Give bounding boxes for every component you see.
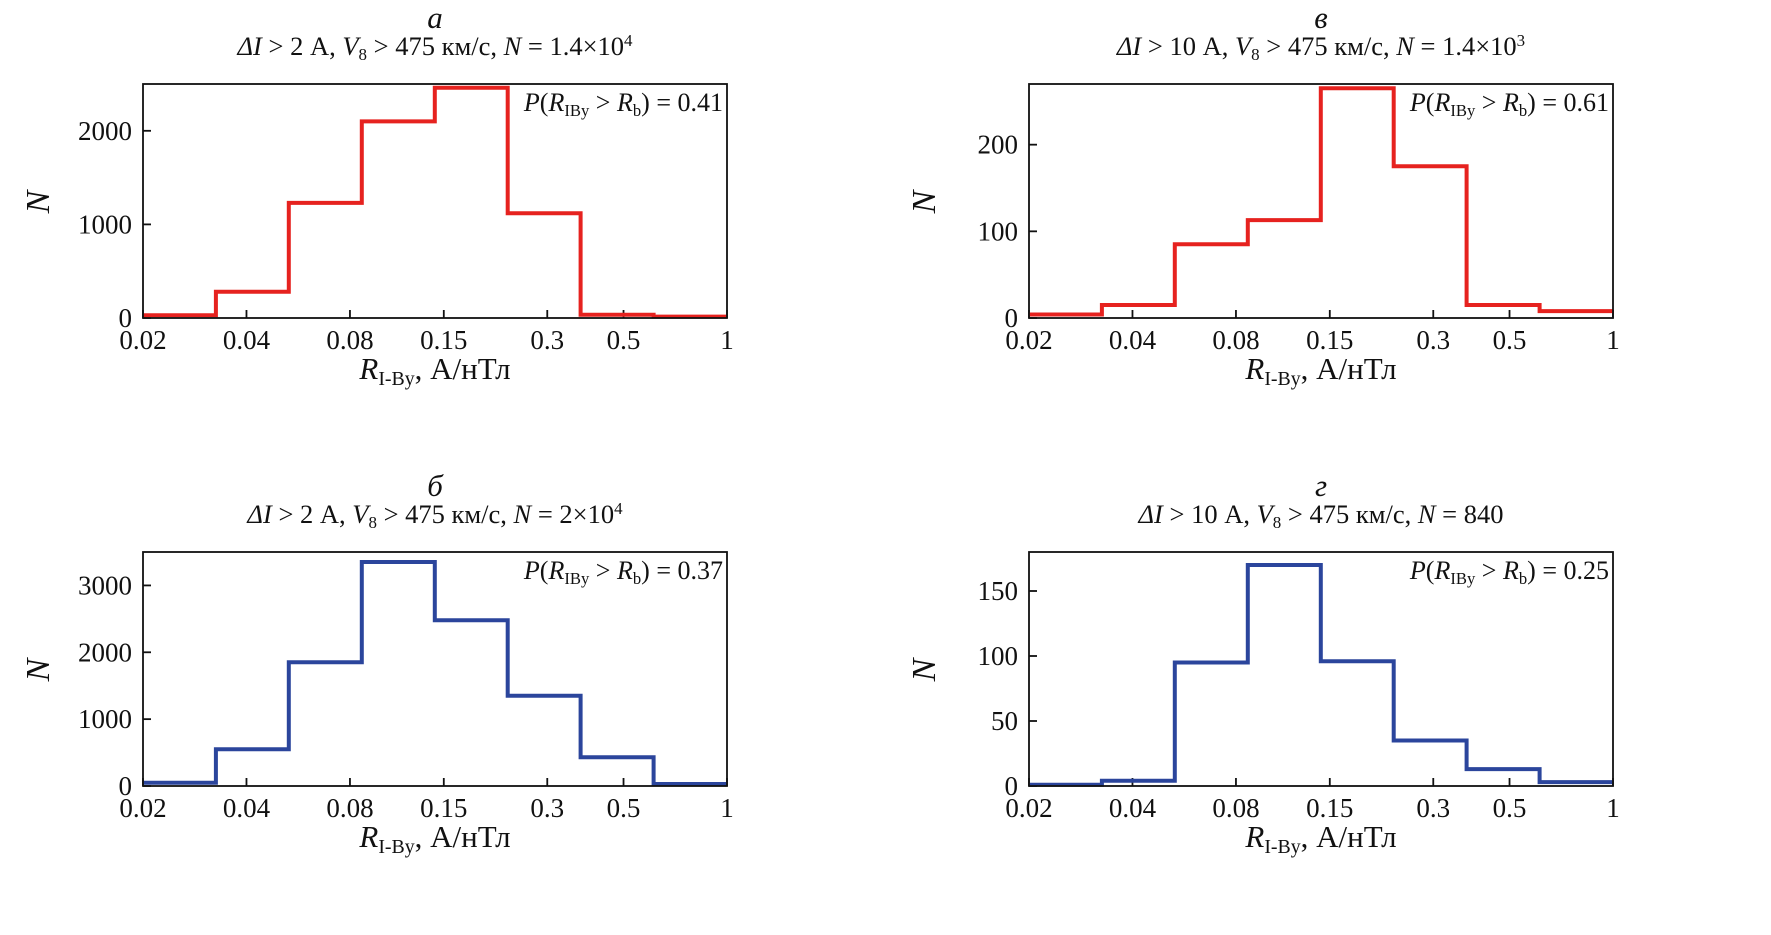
panel-a: а ΔI > 2 А, V8 > 475 км/с, N = 1.4×104 N… — [0, 0, 885, 467]
svg-text:1000: 1000 — [78, 209, 132, 239]
chart-title: ΔI > 10 А, V8 > 475 км/с, N = 1.4×103 — [1116, 30, 1526, 65]
svg-text:0.02: 0.02 — [1005, 793, 1052, 823]
panel-g: г ΔI > 10 А, V8 > 475 км/с, N = 840 N 0.… — [886, 468, 1771, 935]
svg-text:0.15: 0.15 — [1306, 325, 1353, 355]
svg-text:150: 150 — [978, 576, 1019, 606]
svg-text:0.08: 0.08 — [326, 325, 373, 355]
panel-v: в ΔI > 10 А, V8 > 475 км/с, N = 1.4×103 … — [886, 0, 1771, 467]
panel-letter: б — [427, 468, 443, 503]
svg-text:1000: 1000 — [78, 704, 132, 734]
probability-annotation: P(RIBy > Rb) = 0.25 — [1409, 556, 1609, 588]
svg-text:0.02: 0.02 — [119, 793, 166, 823]
svg-text:0: 0 — [119, 303, 133, 333]
svg-text:0.08: 0.08 — [326, 793, 373, 823]
chart-title: ΔI > 2 А, V8 > 475 км/с, N = 2×104 — [247, 498, 623, 533]
probability-annotation: P(RIBy > Rb) = 0.37 — [523, 556, 723, 588]
svg-text:0.04: 0.04 — [1109, 793, 1157, 823]
svg-text:1: 1 — [720, 793, 734, 823]
svg-text:0.04: 0.04 — [223, 793, 271, 823]
svg-text:0.5: 0.5 — [607, 793, 641, 823]
svg-text:0.3: 0.3 — [530, 793, 564, 823]
chart-title: ΔI > 10 А, V8 > 475 км/с, N = 840 — [1138, 499, 1504, 533]
svg-text:0.3: 0.3 — [1416, 325, 1450, 355]
svg-text:0: 0 — [1005, 303, 1019, 333]
svg-text:0.15: 0.15 — [420, 793, 467, 823]
svg-text:100: 100 — [978, 641, 1019, 671]
histogram-plot: 0.02 0.04 0.08 0.15 0.3 0.5 1 0 1000 2000 3000 — [78, 551, 734, 823]
svg-text:0.02: 0.02 — [1005, 325, 1052, 355]
probability-annotation: P(RIBy > Rb) = 0.61 — [1409, 88, 1609, 120]
svg-text:0.08: 0.08 — [1212, 325, 1259, 355]
svg-text:0.3: 0.3 — [1416, 793, 1450, 823]
svg-text:0.15: 0.15 — [420, 325, 467, 355]
svg-text:0.5: 0.5 — [1493, 325, 1527, 355]
svg-text:0.08: 0.08 — [1212, 793, 1259, 823]
panel-letter: а — [427, 0, 443, 35]
svg-text:1: 1 — [720, 325, 734, 355]
svg-text:2000: 2000 — [78, 637, 132, 667]
panel-b: б ΔI > 2 А, V8 > 475 км/с, N = 2×104 N 0… — [0, 468, 885, 935]
svg-text:50: 50 — [991, 706, 1018, 736]
svg-text:100: 100 — [978, 216, 1019, 246]
svg-text:200: 200 — [978, 130, 1019, 160]
probability-annotation: P(RIBy > Rb) = 0.41 — [523, 88, 723, 120]
svg-text:1: 1 — [1606, 793, 1620, 823]
histogram-plot: 0.02 0.04 0.08 0.15 0.3 0.5 1 0 100 200 — [978, 83, 1620, 355]
svg-text:0.15: 0.15 — [1306, 793, 1353, 823]
x-axis-label: RI-By, А/нТл — [1245, 351, 1397, 390]
histogram-plot: 0.02 0.04 0.08 0.15 0.3 0.5 1 0 50 100 150 — [978, 551, 1620, 823]
x-axis-label: RI-By, А/нТл — [359, 819, 511, 858]
histogram-plot: 0.02 0.04 0.08 0.15 0.3 0.5 1 0 1000 2000 — [78, 83, 734, 355]
x-axis-label: RI-By, А/нТл — [1245, 819, 1397, 858]
panel-letter: г — [1314, 468, 1328, 503]
svg-text:1: 1 — [1606, 325, 1620, 355]
svg-text:0.04: 0.04 — [223, 325, 271, 355]
svg-text:0.3: 0.3 — [530, 325, 564, 355]
svg-text:0.04: 0.04 — [1109, 325, 1157, 355]
svg-text:0.5: 0.5 — [1493, 793, 1527, 823]
svg-text:0: 0 — [1005, 771, 1019, 801]
panel-letter: в — [1314, 0, 1328, 35]
chart-title: ΔI > 2 А, V8 > 475 км/с, N = 1.4×104 — [237, 30, 633, 65]
svg-text:0.5: 0.5 — [607, 325, 641, 355]
svg-text:0.02: 0.02 — [119, 325, 166, 355]
x-axis-label: RI-By, А/нТл — [359, 351, 511, 390]
svg-text:2000: 2000 — [78, 116, 132, 146]
svg-text:3000: 3000 — [78, 570, 132, 600]
svg-text:0: 0 — [119, 771, 133, 801]
